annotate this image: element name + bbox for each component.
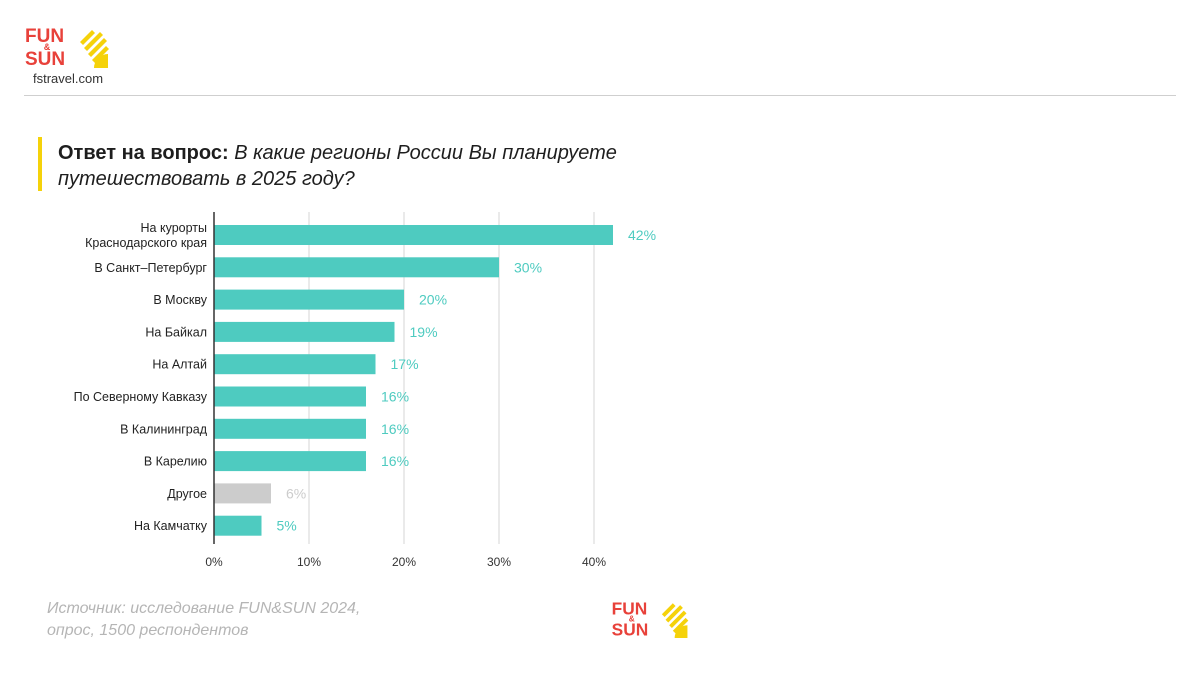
value-label: 17%	[391, 356, 419, 372]
category-label: В Калининград	[120, 422, 208, 436]
value-label: 16%	[381, 421, 409, 437]
fun-sun-logo-small: FUN & SUN	[612, 598, 689, 638]
sun-rays-icon	[80, 30, 109, 68]
bar	[214, 321, 395, 342]
sun-rays-icon	[661, 603, 689, 638]
category-label: На Алтай	[152, 358, 207, 372]
value-label: 30%	[514, 259, 542, 275]
category-label: Другое	[167, 487, 207, 501]
source-line-1: Источник: исследование FUN&SUN 2024,	[47, 600, 361, 617]
brand-logo: FUN & SUN	[24, 22, 110, 68]
category-label: По Северному Кавказу	[74, 390, 208, 404]
value-label: 6%	[286, 485, 306, 501]
category-label: На курорты Краснодарского края	[85, 221, 207, 250]
source-note: Источник: исследование FUN&SUN 2024, опр…	[47, 598, 467, 642]
value-label: 42%	[628, 227, 656, 243]
source-line-2: опрос, 1500 респондентов	[47, 622, 249, 639]
question-heading: Ответ на вопрос: В какие регионы России …	[58, 140, 758, 192]
category-label: На Камчатку	[134, 519, 208, 533]
bar	[214, 515, 262, 536]
fun-sun-logo: FUN & SUN	[25, 26, 109, 68]
bar	[214, 257, 499, 278]
logo-word-sun: SUN	[25, 49, 65, 68]
question-lead: Ответ на вопрос:	[58, 142, 229, 164]
question-accent-bar	[38, 137, 42, 191]
value-label: 16%	[381, 453, 409, 469]
category-label: На Байкал	[145, 325, 207, 339]
bar	[214, 418, 366, 439]
bar	[214, 386, 366, 407]
category-label: В Санкт–Петербург	[94, 261, 207, 275]
brand-logo-bottom: FUN & SUN	[609, 596, 691, 638]
bar	[214, 289, 404, 310]
question-text: В какие регионы России Вы планируете пут…	[58, 142, 617, 190]
site-url: fstravel.com	[33, 71, 104, 86]
value-label: 5%	[277, 518, 297, 534]
header-divider	[24, 95, 1176, 96]
value-label: 19%	[410, 324, 438, 340]
category-label: В Москву	[153, 293, 207, 307]
bar	[214, 354, 376, 375]
bar-chart: 0% 10% 20% 30% 40% На курорты Краснодарского к…	[74, 212, 656, 569]
logo-ampersand: &	[629, 615, 635, 624]
x-tick-label: 20%	[392, 555, 416, 569]
logo-word-sun: SUN	[612, 619, 649, 638]
category-label: В Карелию	[144, 455, 207, 469]
value-label: 16%	[381, 389, 409, 405]
x-tick-label: 40%	[582, 555, 606, 569]
x-tick-label: 30%	[487, 555, 511, 569]
bar	[214, 483, 271, 504]
logo-word-fun: FUN	[25, 26, 64, 47]
bar	[214, 225, 613, 245]
logo-ampersand: &	[44, 42, 51, 52]
x-tick-label: 0%	[205, 555, 223, 569]
x-tick-label: 10%	[297, 555, 321, 569]
bar	[214, 451, 366, 472]
value-label: 20%	[419, 292, 447, 308]
logo-word-fun: FUN	[612, 598, 648, 618]
